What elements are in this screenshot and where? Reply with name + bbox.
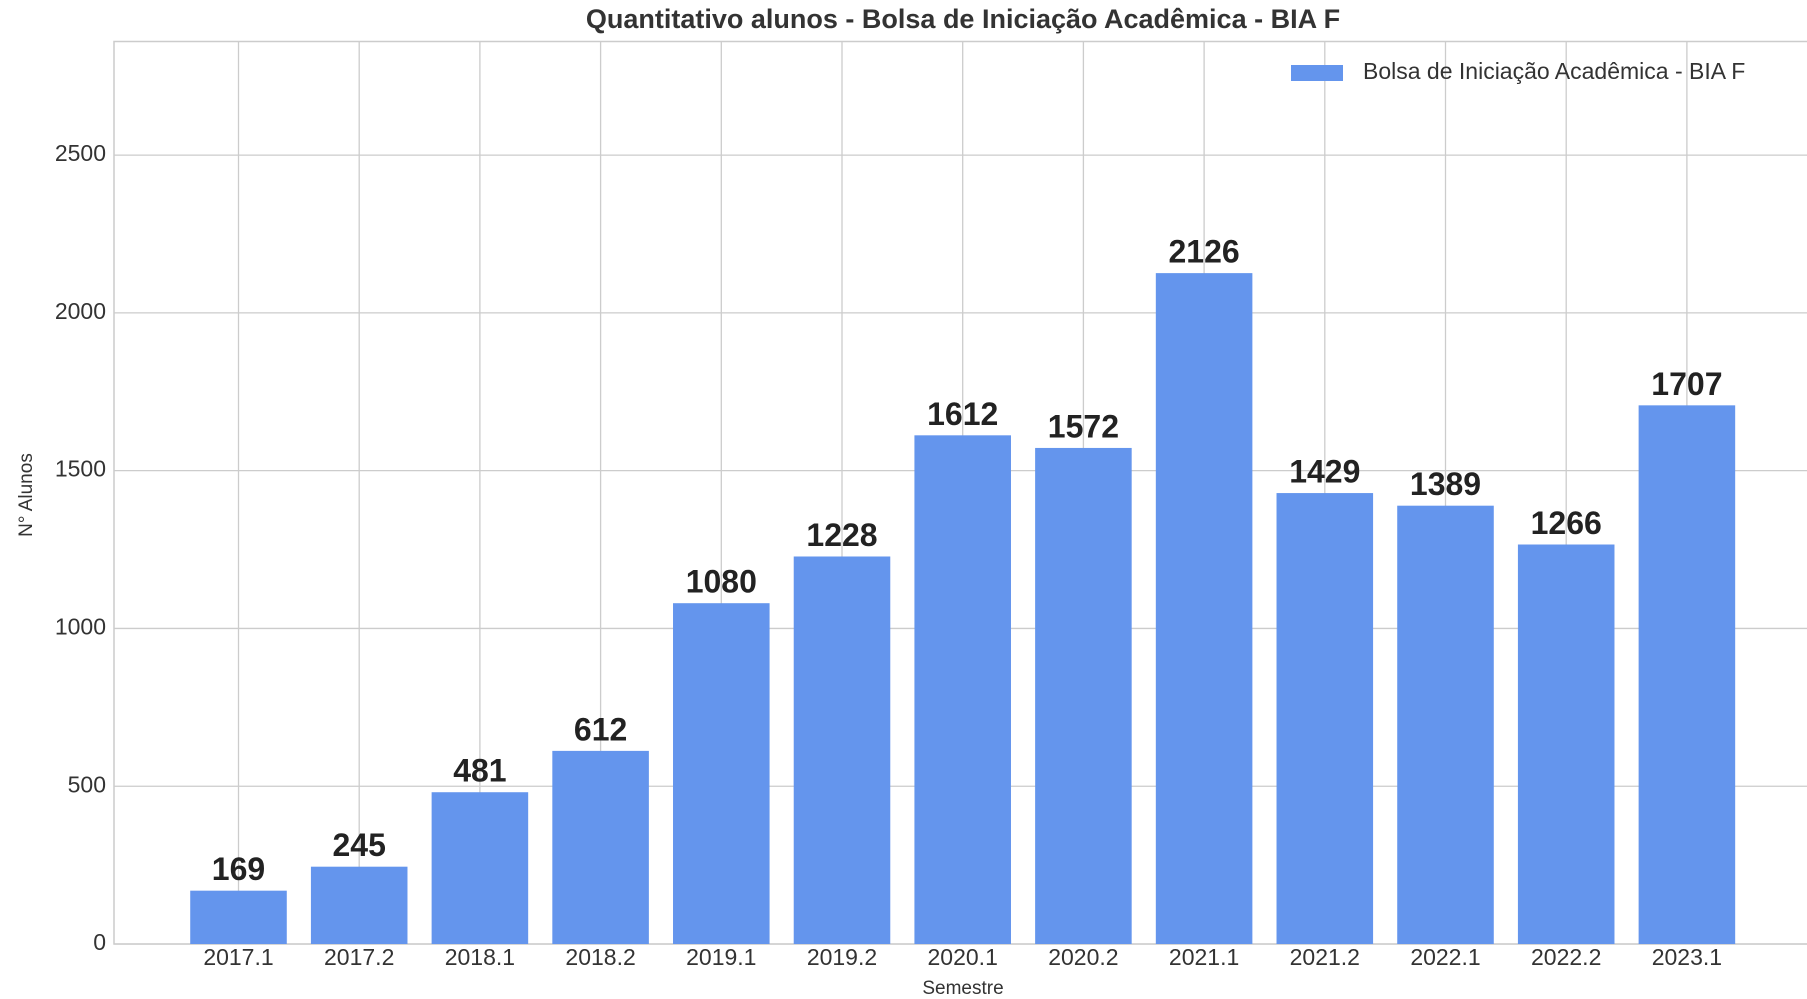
y-tick-label: 1000 <box>55 614 106 640</box>
x-tick-label: 2018.1 <box>445 944 515 970</box>
value-label: 1228 <box>806 517 877 553</box>
value-label: 2126 <box>1169 234 1240 270</box>
bar <box>1517 544 1615 944</box>
value-label: 612 <box>574 711 627 747</box>
y-axis-label: N° Alunos <box>16 453 37 537</box>
x-tick-label: 2021.2 <box>1290 944 1360 970</box>
x-axis-label: Semestre <box>922 978 1003 999</box>
x-tick-label: 2022.2 <box>1531 944 1601 970</box>
y-tick-label: 0 <box>93 929 106 955</box>
value-label: 1080 <box>686 564 757 600</box>
x-tick-label: 2017.2 <box>324 944 394 970</box>
x-tick-label: 2020.2 <box>1048 944 1118 970</box>
x-tick-label: 2018.2 <box>565 944 635 970</box>
x-tick-label: 2019.2 <box>807 944 877 970</box>
bar <box>673 603 770 944</box>
value-label: 169 <box>212 851 265 887</box>
value-label: 1707 <box>1651 366 1722 402</box>
y-tick-label: 2000 <box>55 298 106 324</box>
bar <box>1035 447 1132 944</box>
value-label: 1612 <box>927 396 998 432</box>
x-tick-label: 2022.1 <box>1410 944 1480 970</box>
value-label: 481 <box>453 753 506 789</box>
bar <box>793 556 891 944</box>
chart-title: Quantitativo alunos - Bolsa de Iniciação… <box>586 4 1340 34</box>
bar <box>431 792 529 944</box>
value-label: 1266 <box>1531 505 1602 541</box>
value-label: 1389 <box>1410 466 1481 502</box>
bar <box>1276 493 1374 944</box>
bar <box>310 866 408 944</box>
bar <box>1155 273 1253 945</box>
x-tick-label: 2021.1 <box>1169 944 1239 970</box>
bar <box>1638 405 1736 944</box>
legend-swatch <box>1291 65 1343 81</box>
y-tick-label: 2500 <box>55 140 106 166</box>
y-tick-label: 1500 <box>55 456 106 482</box>
value-label: 1572 <box>1048 408 1119 444</box>
bar <box>914 435 1011 944</box>
y-tick-label: 500 <box>68 771 106 797</box>
value-label: 245 <box>333 827 386 863</box>
x-tick-label: 2017.1 <box>203 944 273 970</box>
x-tick-label: 2023.1 <box>1652 944 1722 970</box>
value-label: 1429 <box>1289 454 1360 490</box>
x-tick-label: 2019.1 <box>686 944 756 970</box>
legend: Bolsa de Iniciação Acadêmica - BIA F <box>1291 58 1745 84</box>
bar <box>552 750 649 944</box>
bar <box>1397 505 1494 944</box>
bar <box>190 890 287 944</box>
x-tick-label: 2020.1 <box>928 944 998 970</box>
legend-label: Bolsa de Iniciação Acadêmica - BIA F <box>1363 58 1745 84</box>
